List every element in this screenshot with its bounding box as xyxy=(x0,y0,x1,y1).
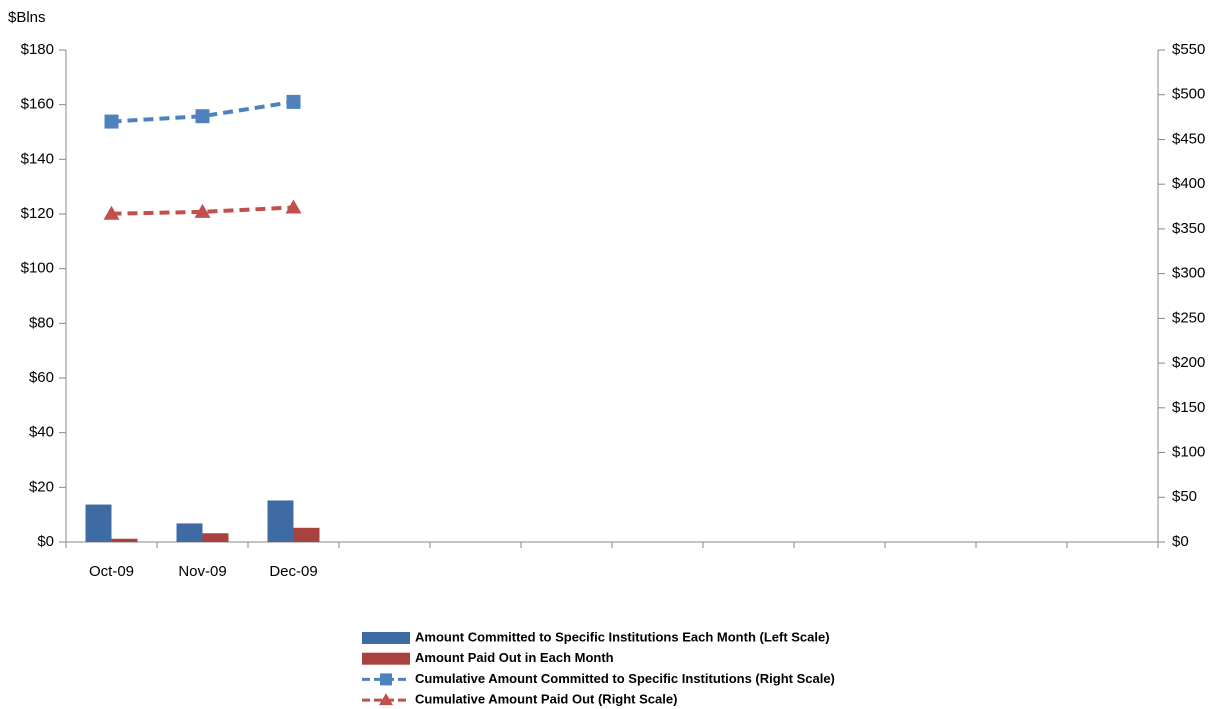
marker xyxy=(104,114,119,129)
y-tick-label: $160 xyxy=(21,96,54,113)
y2-tick-label: $550 xyxy=(1172,41,1205,58)
y2-tick-label: $50 xyxy=(1172,488,1197,505)
y-tick-label: $0 xyxy=(37,533,54,550)
y-tick-label: $140 xyxy=(21,150,54,167)
marker xyxy=(103,205,120,220)
legend-swatch xyxy=(362,632,410,644)
legend-marker xyxy=(380,673,392,686)
y-tick-label: $20 xyxy=(29,478,54,495)
bar xyxy=(111,538,138,542)
y-axis-label: $Blns xyxy=(8,9,46,26)
marker xyxy=(286,94,301,109)
legend-swatch xyxy=(362,652,410,665)
y-tick-label: $100 xyxy=(21,260,54,277)
marker xyxy=(195,109,210,124)
legend-label: Amount Paid Out in Each Month xyxy=(415,650,614,665)
bar xyxy=(293,527,320,542)
y2-tick-label: $350 xyxy=(1172,220,1205,237)
legend-label: Cumulative Amount Paid Out (Right Scale) xyxy=(415,692,677,707)
y-tick-label: $120 xyxy=(21,205,54,222)
legend-label: Cumulative Amount Committed to Specific … xyxy=(415,671,835,686)
y2-tick-label: $0 xyxy=(1172,533,1189,550)
y2-tick-label: $400 xyxy=(1172,175,1205,192)
y-tick-label: $80 xyxy=(29,314,54,331)
y2-tick-label: $300 xyxy=(1172,265,1205,282)
y2-tick-label: $250 xyxy=(1172,309,1205,326)
y-tick-label: $60 xyxy=(29,369,54,386)
bar xyxy=(267,500,294,542)
legend-label: Amount Committed to Specific Institution… xyxy=(415,629,830,644)
line xyxy=(111,205,294,216)
marker xyxy=(285,199,302,214)
y2-tick-label: $100 xyxy=(1172,444,1205,461)
x-tick-label: Nov-09 xyxy=(178,563,226,580)
y2-tick-label: $450 xyxy=(1172,130,1205,147)
bar xyxy=(176,523,203,542)
y2-tick-label: $200 xyxy=(1172,354,1205,371)
y2-tick-label: $500 xyxy=(1172,86,1205,103)
legend-marker xyxy=(379,693,393,706)
y2-tick-label: $150 xyxy=(1172,399,1205,416)
bar xyxy=(202,533,229,542)
x-tick-label: Dec-09 xyxy=(269,563,317,580)
bar xyxy=(85,504,112,542)
line xyxy=(111,99,294,124)
y-tick-label: $40 xyxy=(29,424,54,441)
x-tick-label: Oct-09 xyxy=(89,563,134,580)
marker xyxy=(194,203,211,218)
y-tick-label: $180 xyxy=(21,41,54,58)
